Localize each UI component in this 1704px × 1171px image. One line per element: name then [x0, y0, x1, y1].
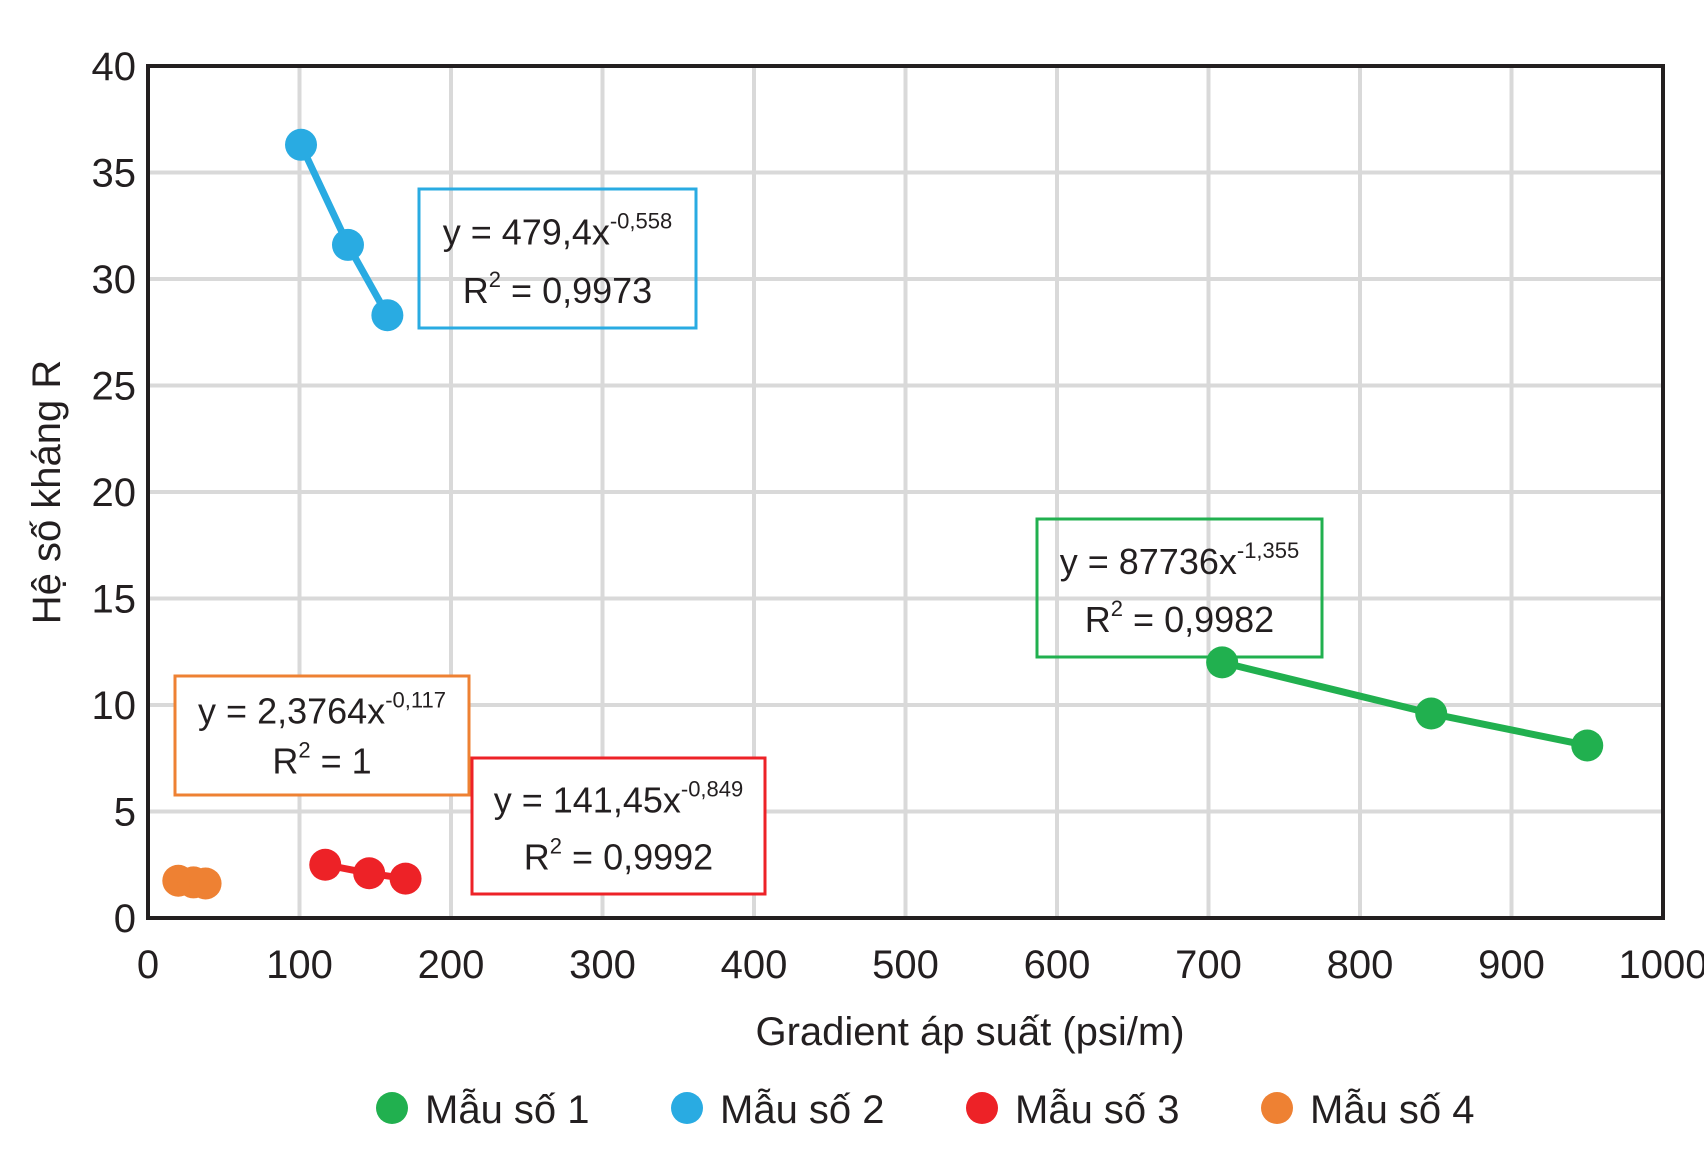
legend-item-4: Mẫu số 4 [1261, 1087, 1475, 1132]
r-squared: R2 = 0,9973 [463, 267, 652, 311]
r-squared-value: = 0,9973 [501, 270, 652, 311]
series-4 [162, 864, 222, 900]
y-tick-labels: 0 5 10 15 20 25 30 35 40 [92, 45, 137, 941]
y-tick-label: 20 [92, 471, 137, 515]
series-2 [285, 128, 404, 332]
trendline-equation: y = 2,3764x-0,117 [198, 688, 446, 732]
legend-label: Mẫu số 1 [425, 1087, 590, 1132]
data-point [309, 848, 342, 881]
equation-exponent: -1,355 [1237, 538, 1299, 563]
series-3 [309, 848, 422, 895]
equation-box-border [470, 756, 767, 896]
x-tick-label: 200 [418, 943, 485, 987]
y-tick-label: 40 [92, 45, 137, 89]
data-point [1571, 729, 1604, 762]
data-series [162, 128, 1604, 900]
y-tick-label: 10 [92, 684, 137, 728]
equation-box-border [173, 674, 471, 797]
trendline-equation: y = 87736x-1,355 [1060, 538, 1300, 582]
r-squared-symbol: R [272, 741, 298, 782]
equation-box-2: y = 479,4x-0,558 R2 = 0,9973 [417, 187, 698, 330]
data-point [1415, 697, 1448, 730]
y-axis-title: Hệ số kháng R [25, 360, 69, 625]
r-squared-value: = 0,9992 [562, 837, 713, 878]
r-squared: R2 = 0,9982 [1085, 596, 1274, 640]
equation-box-4: y = 2,3764x-0,117 R2 = 1 [173, 674, 471, 797]
equation-box-border [1035, 517, 1324, 659]
data-point [371, 299, 404, 332]
y-tick-label: 35 [92, 152, 137, 196]
r-squared-superscript: 2 [550, 834, 562, 859]
x-tick-label: 500 [872, 943, 939, 987]
x-tick-labels: 0 100 200 300 400 500 600 700 800 900 1000 [137, 943, 1704, 987]
legend-label: Mẫu số 2 [720, 1087, 885, 1132]
equation-box-3: y = 141,45x-0,849 R2 = 0,9992 [470, 756, 767, 896]
x-tick-label: 400 [721, 943, 788, 987]
equation-base: y = 479,4x [443, 212, 610, 253]
data-point [353, 857, 386, 890]
equation-exponent: -0,558 [610, 209, 672, 234]
legend-label: Mẫu số 4 [1310, 1087, 1475, 1132]
data-point [285, 128, 318, 161]
x-tick-label: 300 [569, 943, 636, 987]
r-squared: R2 = 1 [272, 738, 371, 782]
series-1 [1206, 646, 1604, 762]
legend: Mẫu số 1 Mẫu số 2 Mẫu số 3 Mẫu số 4 [376, 1087, 1475, 1132]
r-squared-superscript: 2 [489, 267, 501, 292]
legend-marker [966, 1092, 998, 1124]
r-squared-superscript: 2 [298, 738, 310, 763]
data-point [331, 228, 364, 261]
r-squared: R2 = 0,9992 [524, 834, 713, 878]
y-tick-label: 15 [92, 578, 137, 622]
plot-frame [146, 64, 1665, 920]
r-squared-symbol: R [1085, 599, 1111, 640]
equation-exponent: -0,849 [681, 776, 743, 801]
equation-base: y = 2,3764x [198, 691, 385, 732]
trendline-equation: y = 479,4x-0,558 [443, 209, 673, 253]
equation-base: y = 87736x [1060, 541, 1237, 582]
trendline-equation: y = 141,45x-0,849 [494, 776, 744, 820]
legend-item-1: Mẫu số 1 [376, 1087, 590, 1132]
x-tick-label: 1000 [1619, 943, 1704, 987]
y-tick-label: 25 [92, 365, 137, 409]
r-squared-value: = 1 [311, 741, 372, 782]
x-tick-label: 600 [1024, 943, 1091, 987]
r-squared-symbol: R [524, 837, 550, 878]
x-axis-title: Gradient áp suất (psi/m) [755, 1010, 1184, 1054]
y-tick-label: 30 [92, 258, 137, 302]
data-point [1206, 646, 1239, 679]
legend-item-2: Mẫu số 2 [671, 1087, 885, 1132]
legend-marker [1261, 1092, 1293, 1124]
equation-box-1: y = 87736x-1,355 R2 = 0,9982 [1035, 517, 1324, 659]
equation-exponent: -0,117 [385, 688, 446, 713]
x-tick-label: 700 [1175, 943, 1242, 987]
legend-marker [376, 1092, 408, 1124]
x-tick-label: 800 [1327, 943, 1394, 987]
x-tick-label: 0 [137, 943, 159, 987]
y-tick-label: 5 [114, 791, 136, 835]
legend-item-3: Mẫu số 3 [966, 1087, 1180, 1132]
equation-box-border [417, 187, 698, 330]
data-point [389, 862, 422, 895]
x-tick-label: 900 [1478, 943, 1545, 987]
equation-base: y = 141,45x [494, 779, 681, 820]
r-squared-superscript: 2 [1111, 596, 1123, 621]
y-tick-label: 0 [114, 897, 136, 941]
x-tick-label: 100 [266, 943, 333, 987]
legend-marker [671, 1092, 703, 1124]
data-point [189, 867, 222, 900]
r-squared-symbol: R [463, 270, 489, 311]
legend-label: Mẫu số 3 [1015, 1087, 1180, 1132]
r-squared-value: = 0,9982 [1123, 599, 1274, 640]
